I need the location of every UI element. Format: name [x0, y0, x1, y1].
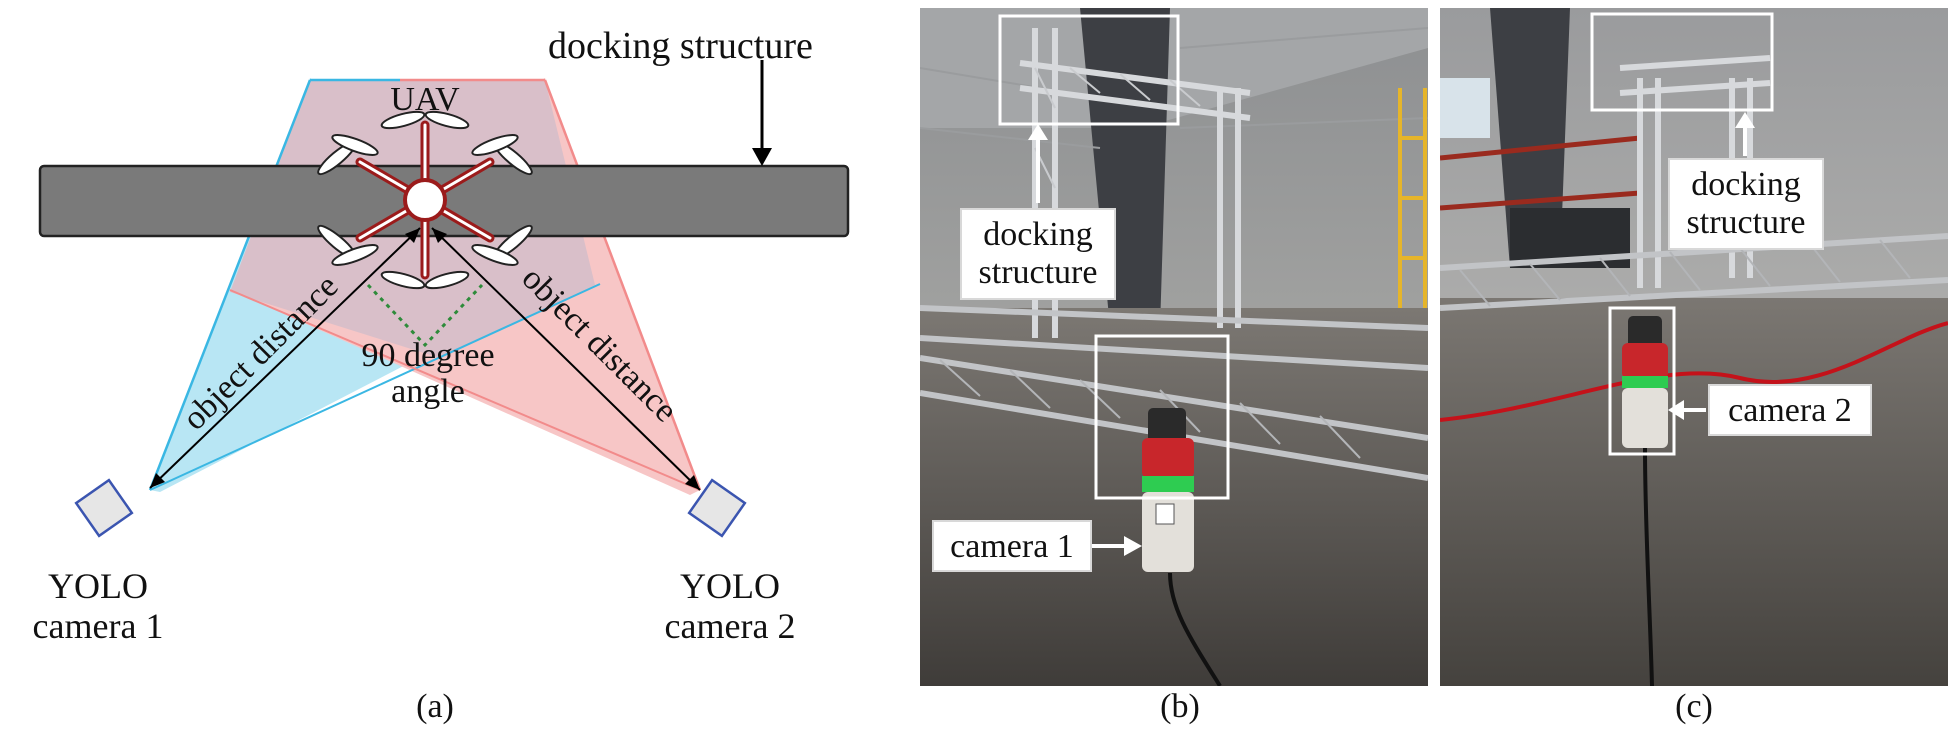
panel-a-caption: (a) — [416, 688, 454, 725]
hangar-scene-b — [920, 8, 1428, 686]
panel-a-diagram: docking structure UAV object distance ob… — [0, 0, 900, 735]
angle-label-line2: angle — [391, 373, 465, 410]
geometry-diagram: docking structure UAV object distance ob… — [33, 25, 850, 646]
docking-label-b-line1: docking — [983, 216, 1093, 253]
yellow-scaffold — [1398, 88, 1427, 308]
docking-label-b-line2: structure — [978, 254, 1098, 291]
camera2-label-line1: YOLO — [680, 566, 780, 606]
object-distance-arrow-right — [431, 227, 701, 491]
red-cable — [1440, 321, 1948, 422]
right-angle-indicator — [366, 283, 484, 348]
docking-arrow-head — [752, 148, 772, 166]
yolo-camera-2-icon — [687, 478, 747, 538]
docking-bounding-box — [1590, 12, 1774, 112]
yolo-camera-1-icon — [74, 478, 134, 538]
camera2-label-c: camera 2 — [1708, 384, 1872, 436]
camera1-device — [1142, 408, 1222, 686]
camera1-label-b: camera 1 — [932, 520, 1092, 572]
panel-b-photo: docking structure camera 1 — [920, 8, 1428, 686]
panel-b-caption: (b) — [1160, 688, 1200, 725]
angle-label-line1: 90 degree — [361, 337, 494, 374]
hangar-scene-c — [1440, 8, 1948, 686]
uav-hexacopter — [317, 110, 533, 290]
camera1-bounding-box — [1094, 334, 1230, 500]
docking-label-c-line2: structure — [1686, 204, 1806, 241]
docking-structure-label: docking structure — [548, 25, 813, 67]
uav-label: UAV — [390, 81, 460, 118]
camera2-bounding-box — [1608, 306, 1676, 456]
docking-label-b: docking structure — [960, 208, 1116, 300]
docking-label-c-line1: docking — [1691, 166, 1801, 203]
camera1-label-line1: YOLO — [48, 566, 148, 606]
camera2-label-line2: camera 2 — [665, 606, 796, 646]
camera2-fov-edge-left — [229, 289, 701, 491]
panel-c-photo: docking structure camera 2 — [1440, 8, 1948, 686]
red-shelving — [1440, 135, 1641, 211]
docking-bounding-box — [998, 14, 1180, 126]
camera2-fov-edge-right — [543, 79, 702, 491]
camera2-device — [1622, 316, 1668, 686]
window — [1440, 78, 1490, 138]
camera1-fov-edge-left — [148, 79, 312, 491]
object-distance-arrow-left — [149, 227, 421, 489]
panel-c-caption: (c) — [1675, 688, 1713, 725]
ground-truss — [1440, 233, 1948, 311]
docking-label-c: docking structure — [1668, 158, 1824, 250]
camera1-label-line2: camera 1 — [33, 606, 164, 646]
